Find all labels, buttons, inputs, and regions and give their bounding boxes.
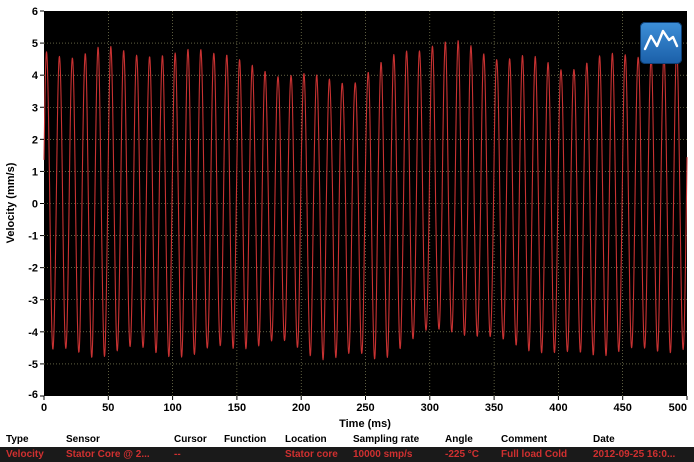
velocity-chart: 0 50 100 150 200 250 300 350 400 450 500 6 5 4 3 2 1 0 -1… xyxy=(5,6,688,430)
table-header-row: Type Sensor Cursor Function Location Sam… xyxy=(0,432,694,447)
x-tick-label: 100 xyxy=(163,402,181,414)
header-type: Type xyxy=(0,432,60,447)
header-comment: Comment xyxy=(495,432,587,447)
x-tick-label: 450 xyxy=(614,402,632,414)
x-tick-label: 150 xyxy=(228,402,246,414)
value-cursor: -- xyxy=(168,447,218,462)
x-axis-ticks: 0 50 100 150 200 250 300 350 400 450 500 xyxy=(41,396,688,414)
value-sensor: Stator Core @ 2... xyxy=(60,447,168,462)
header-sampling-rate: Sampling rate xyxy=(347,432,439,447)
x-tick-label: 400 xyxy=(549,402,567,414)
y-tick-label: 0 xyxy=(32,199,38,211)
value-location: Stator core xyxy=(279,447,347,462)
x-tick-label: 50 xyxy=(102,402,114,414)
header-date: Date xyxy=(587,432,694,447)
y-tick-label: 5 xyxy=(32,38,38,50)
x-tick-label: 200 xyxy=(292,402,310,414)
y-tick-label: -3 xyxy=(28,295,38,307)
grid xyxy=(44,11,687,396)
y-axis-ticks: 6 5 4 3 2 1 0 -1 -2 -3 -4 -5 -6 xyxy=(28,6,44,401)
x-tick-label: 250 xyxy=(356,402,374,414)
header-location: Location xyxy=(279,432,347,447)
value-function xyxy=(218,447,279,462)
y-axis-title: Velocity (mm/s) xyxy=(5,162,17,243)
value-angle: -225 °C xyxy=(439,447,495,462)
value-type: Velocity xyxy=(0,447,60,462)
value-sampling-rate: 10000 smp/s xyxy=(347,447,439,462)
y-tick-label: -5 xyxy=(28,359,38,371)
header-function: Function xyxy=(218,432,279,447)
signal-info-table: Type Sensor Cursor Function Location Sam… xyxy=(0,432,694,462)
x-tick-label: 0 xyxy=(41,402,47,414)
y-tick-label: -4 xyxy=(28,327,39,339)
value-comment: Full load Cold xyxy=(495,447,587,462)
y-tick-label: 4 xyxy=(32,70,39,82)
table-row[interactable]: Velocity Stator Core @ 2... -- Stator co… xyxy=(0,447,694,462)
line-chart-icon[interactable] xyxy=(640,22,682,64)
velocity-series-line xyxy=(43,40,688,361)
signal-layer xyxy=(43,40,688,361)
value-date: 2012-09-25 16:0... xyxy=(587,447,694,462)
header-cursor: Cursor xyxy=(168,432,218,447)
x-tick-label: 500 xyxy=(669,402,687,414)
y-tick-label: 2 xyxy=(32,134,38,146)
y-tick-label: 1 xyxy=(32,166,38,178)
header-sensor: Sensor xyxy=(60,432,168,447)
x-tick-label: 350 xyxy=(485,402,503,414)
y-tick-label: -2 xyxy=(28,263,38,275)
y-tick-label: 3 xyxy=(32,102,38,114)
x-axis-title: Time (ms) xyxy=(339,418,391,430)
y-tick-label: -1 xyxy=(28,231,38,243)
x-tick-label: 300 xyxy=(421,402,439,414)
header-angle: Angle xyxy=(439,432,495,447)
y-tick-label: 6 xyxy=(32,6,38,18)
y-tick-label: -6 xyxy=(28,389,38,401)
chart-panel: 0 50 100 150 200 250 300 350 400 450 500 6 5 4 3 2 1 0 -1… xyxy=(5,6,688,430)
